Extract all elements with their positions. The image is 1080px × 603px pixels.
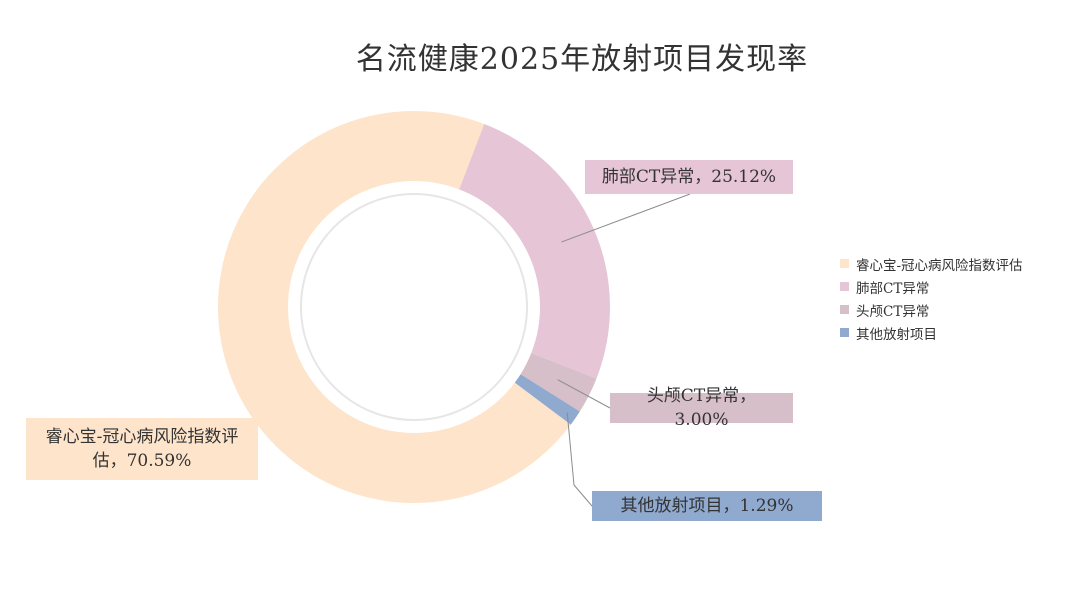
inner-ring bbox=[300, 193, 528, 421]
legend-swatch bbox=[840, 282, 849, 291]
data-label-0: 睿心宝-冠心病风险指数评估，70.59% bbox=[26, 418, 258, 480]
donut-slice-2 bbox=[520, 353, 597, 412]
legend-swatch bbox=[840, 328, 849, 337]
legend-swatch bbox=[840, 305, 849, 314]
leader-line-1 bbox=[561, 193, 691, 243]
legend-label: 其他放射项目 bbox=[856, 326, 937, 343]
donut-slice-0 bbox=[217, 110, 571, 503]
legend-item: 头颅CT异常 bbox=[840, 298, 1072, 321]
legend-label: 头颅CT异常 bbox=[856, 303, 930, 320]
chart-title: 名流健康2025年放射项目发现率 bbox=[355, 42, 809, 77]
legend-item: 其他放射项目 bbox=[840, 321, 1072, 344]
legend-label: 睿心宝-冠心病风险指数评估 bbox=[856, 257, 1023, 274]
legend-item: 肺部CT异常 bbox=[840, 275, 1072, 298]
data-label-3: 其他放射项目，1.29% bbox=[592, 491, 822, 521]
data-label-1: 肺部CT异常，25.12% bbox=[585, 160, 793, 194]
legend-item: 睿心宝-冠心病风险指数评估 bbox=[840, 252, 1072, 275]
legend-swatch bbox=[840, 259, 849, 268]
legend: 睿心宝-冠心病风险指数评估 肺部CT异常 头颅CT异常 其他放射项目 bbox=[840, 252, 1072, 344]
legend-label: 肺部CT异常 bbox=[856, 280, 930, 297]
leader-line-3 bbox=[566, 412, 593, 507]
data-label-2: 头颅CT异常，3.00% bbox=[610, 386, 793, 430]
leader-line-2 bbox=[557, 379, 611, 409]
donut-slice-3 bbox=[514, 374, 580, 425]
donut-slice-1 bbox=[459, 124, 610, 379]
